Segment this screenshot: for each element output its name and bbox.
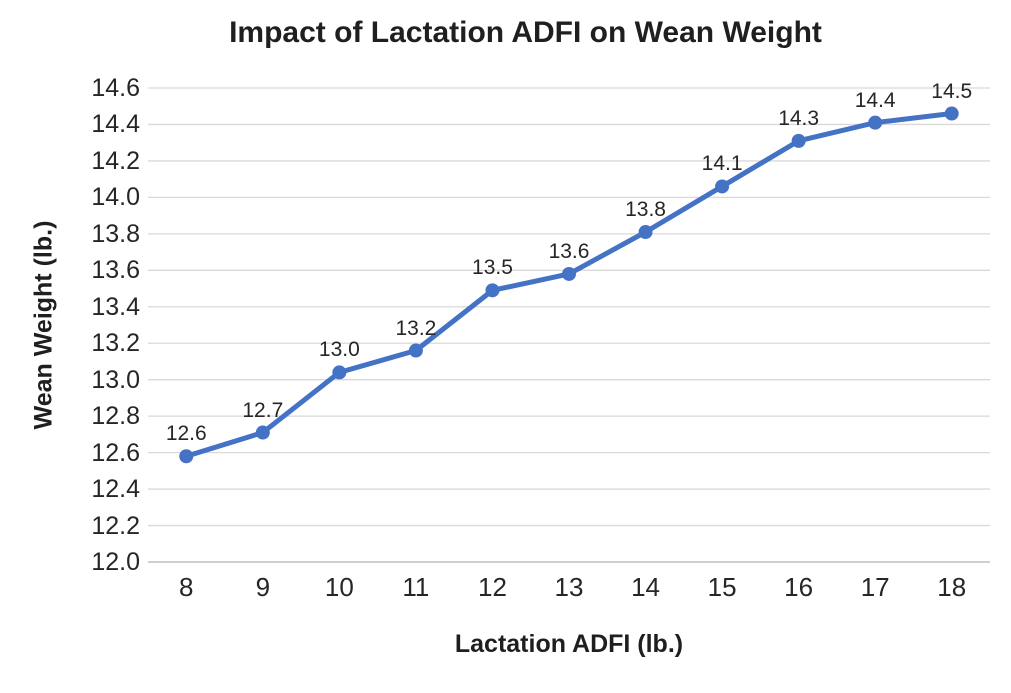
y-tick-label: 13.0 bbox=[91, 365, 140, 394]
data-label: 14.5 bbox=[931, 79, 973, 103]
y-tick-label: 12.6 bbox=[91, 438, 140, 467]
x-tick-label: 8 bbox=[179, 572, 194, 602]
y-tick-label: 13.8 bbox=[91, 219, 140, 248]
data-label: 13.8 bbox=[625, 198, 666, 222]
x-tick-label: 13 bbox=[554, 572, 584, 602]
data-label: 12.6 bbox=[165, 422, 207, 446]
data-label: 13.2 bbox=[395, 316, 437, 340]
data-point-marker bbox=[562, 266, 576, 281]
x-tick-label: 9 bbox=[255, 572, 271, 602]
data-label: 13.6 bbox=[548, 239, 590, 263]
data-label: 14.3 bbox=[778, 106, 820, 130]
x-tick-label: 18 bbox=[937, 572, 967, 602]
y-tick-label: 12.0 bbox=[91, 548, 140, 576]
x-axis-title: Lactation ADFI (lb.) bbox=[454, 630, 684, 658]
y-tick-label: 13.6 bbox=[91, 256, 140, 285]
data-point-marker bbox=[332, 365, 347, 380]
chart-title: Impact of Lactation ADFI on Wean Weight bbox=[229, 16, 822, 49]
y-tick-label: 14.0 bbox=[91, 183, 140, 212]
data-point-marker bbox=[868, 115, 883, 130]
y-tick-label: 14.6 bbox=[91, 74, 140, 102]
data-label: 14.4 bbox=[854, 88, 896, 112]
x-tick-label: 17 bbox=[860, 572, 890, 602]
x-tick-label: 11 bbox=[402, 572, 430, 602]
y-tick-label: 12.2 bbox=[91, 511, 140, 540]
data-point-marker bbox=[638, 225, 653, 240]
data-point-marker bbox=[485, 283, 500, 298]
data-point-marker bbox=[255, 425, 270, 440]
y-tick-label: 14.2 bbox=[91, 146, 140, 175]
y-tick-label: 13.2 bbox=[91, 329, 140, 358]
data-point-marker bbox=[944, 106, 959, 121]
x-tick-label: 16 bbox=[784, 572, 814, 602]
data-point-marker bbox=[791, 133, 806, 148]
y-tick-label: 12.8 bbox=[91, 402, 140, 431]
data-point-marker bbox=[715, 179, 730, 194]
data-label: 14.1 bbox=[701, 152, 743, 176]
y-tick-label: 13.4 bbox=[91, 292, 140, 321]
data-label: 13.0 bbox=[318, 338, 360, 362]
data-point-marker bbox=[179, 449, 194, 464]
x-tick-label: 14 bbox=[631, 572, 660, 602]
x-tick-label: 12 bbox=[477, 572, 507, 602]
data-point-marker bbox=[408, 343, 423, 358]
series-line bbox=[183, 111, 955, 459]
y-tick-label: 12.4 bbox=[91, 475, 140, 504]
x-tick-label: 10 bbox=[324, 572, 354, 602]
data-label: 12.7 bbox=[242, 398, 284, 422]
x-tick-label: 15 bbox=[707, 572, 737, 602]
data-label: 13.5 bbox=[472, 256, 513, 280]
y-tick-label: 14.4 bbox=[91, 110, 140, 139]
